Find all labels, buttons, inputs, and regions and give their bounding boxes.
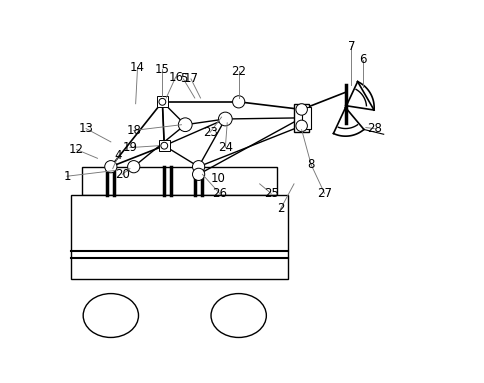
- Text: 28: 28: [366, 122, 381, 135]
- Text: 10: 10: [210, 172, 225, 185]
- Text: 26: 26: [212, 187, 227, 200]
- Text: 22: 22: [231, 65, 246, 78]
- Circle shape: [178, 118, 192, 132]
- Text: 24: 24: [217, 141, 232, 154]
- Bar: [301, 107, 311, 129]
- Bar: [293, 104, 309, 133]
- Bar: [71, 195, 287, 279]
- Text: 12: 12: [69, 143, 84, 156]
- Circle shape: [218, 112, 232, 126]
- Text: 16: 16: [168, 70, 183, 83]
- Circle shape: [232, 96, 244, 108]
- Text: 5: 5: [179, 72, 187, 85]
- Text: 25: 25: [263, 187, 278, 200]
- Text: 18: 18: [126, 124, 141, 137]
- Bar: [157, 97, 167, 107]
- Text: 1: 1: [63, 170, 71, 183]
- Circle shape: [161, 142, 167, 149]
- Text: 7: 7: [347, 40, 354, 53]
- Circle shape: [295, 104, 307, 115]
- Text: 4: 4: [115, 149, 122, 162]
- Text: 13: 13: [78, 122, 93, 135]
- Circle shape: [295, 120, 307, 132]
- Bar: [159, 140, 169, 151]
- Text: 6: 6: [358, 53, 366, 66]
- Text: 15: 15: [154, 63, 169, 76]
- Ellipse shape: [83, 294, 138, 337]
- Bar: [82, 167, 276, 195]
- Ellipse shape: [211, 294, 266, 337]
- Text: 17: 17: [183, 72, 198, 85]
- Text: 14: 14: [130, 61, 145, 74]
- Text: 8: 8: [307, 158, 314, 171]
- Text: 2: 2: [276, 202, 284, 215]
- Text: 27: 27: [317, 187, 332, 200]
- Circle shape: [159, 98, 166, 105]
- Text: 20: 20: [115, 168, 129, 181]
- Text: 23: 23: [202, 126, 217, 139]
- Circle shape: [192, 168, 204, 180]
- Text: 19: 19: [122, 141, 137, 154]
- Circle shape: [105, 160, 117, 173]
- Circle shape: [127, 160, 139, 173]
- Circle shape: [192, 160, 204, 173]
